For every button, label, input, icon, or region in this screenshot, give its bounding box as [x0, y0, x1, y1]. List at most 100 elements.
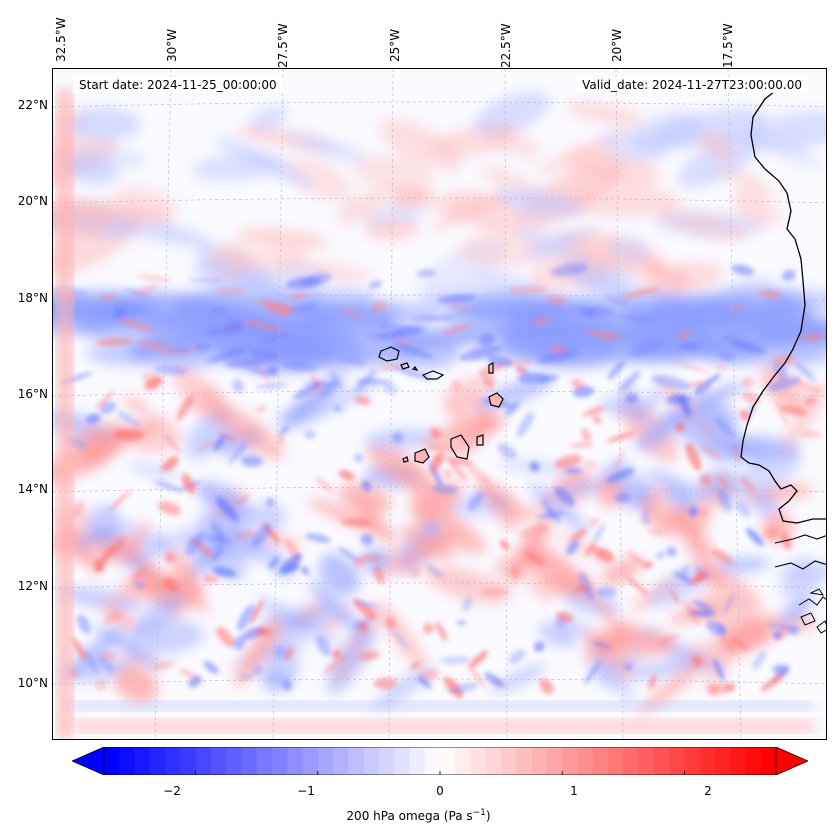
- omega-field-blob: [123, 288, 153, 300]
- gridline-lon-3: [388, 69, 394, 739]
- omega-field-blob: [117, 410, 141, 428]
- omega-field-blob: [779, 557, 815, 579]
- omega-field-blob: [711, 548, 734, 565]
- gridline-lon-5: [615, 69, 624, 739]
- omega-field-blob: [161, 456, 179, 472]
- omega-field-blob: [268, 555, 280, 570]
- omega-field-blob: [256, 382, 288, 389]
- omega-field-blob: [648, 529, 665, 535]
- omega-field-blob: [773, 362, 787, 380]
- omega-field-blob: [233, 617, 283, 686]
- omega-field-blob: [356, 379, 392, 385]
- omega-field-blob: [249, 106, 288, 133]
- omega-field-blob: [265, 303, 293, 316]
- omega-field-blob: [392, 325, 425, 338]
- omega-field-blob: [641, 508, 651, 517]
- omega-field-blob: [211, 544, 224, 562]
- gridline-lat-10: [53, 678, 826, 685]
- omega-field-blob: [771, 354, 796, 366]
- colorbar-step: [653, 747, 670, 775]
- omega-field-blob: [584, 584, 631, 645]
- omega-field-blob: [517, 466, 591, 524]
- colorbar-step: [440, 747, 456, 775]
- omega-field-blob: [448, 459, 468, 482]
- omega-field-blob: [204, 535, 231, 544]
- omega-field-blob: [288, 302, 318, 315]
- omega-field-blob: [793, 378, 822, 395]
- island-maio: [476, 434, 484, 446]
- omega-field-blob: [780, 405, 807, 416]
- omega-field-blob: [545, 295, 567, 306]
- omega-field-blob: [152, 660, 176, 670]
- colorbar-step: [272, 747, 288, 775]
- cape-verde-islands: [378, 346, 504, 464]
- colorbar-step: [501, 747, 517, 775]
- omega-field-blob: [641, 502, 679, 538]
- omega-field-blob: [58, 587, 144, 612]
- omega-field-blob: [448, 682, 478, 694]
- omega-field-blob: [445, 302, 474, 312]
- colorbar-arrow-left: [72, 747, 105, 775]
- colorbar-step: [256, 747, 273, 775]
- omega-field-blob: [164, 434, 181, 455]
- omega-field-blob: [176, 394, 194, 421]
- omega-field-blob: [319, 553, 360, 596]
- omega-field-blob: [360, 533, 374, 546]
- omega-field-blob: [724, 684, 735, 692]
- omega-field-blob: [570, 264, 637, 291]
- gridline-lat-18: [53, 294, 826, 301]
- omega-field-blob: [592, 640, 612, 649]
- omega-field-blob: [781, 269, 796, 282]
- map-panel: Start date: 2024-11-25_00:00:00 Valid_da…: [52, 68, 827, 740]
- gridline-lon-4: [504, 69, 508, 739]
- omega-field-blob: [514, 223, 592, 267]
- omega-field-blob: [256, 597, 338, 645]
- omega-field-blob: [203, 574, 219, 584]
- omega-field-blob: [613, 448, 626, 471]
- omega-field-blob: [440, 656, 471, 665]
- omega-field-blob: [723, 593, 735, 614]
- omega-field-blob: [575, 306, 614, 316]
- colorbar-tick-neg1: −1: [297, 784, 315, 798]
- omega-field-blob: [168, 548, 205, 601]
- gridline-lon-2: [272, 69, 284, 739]
- omega-field-blob: [416, 269, 436, 278]
- omega-field-blob: [507, 285, 549, 294]
- omega-field-blob: [356, 554, 384, 562]
- omega-field-blob: [437, 294, 476, 304]
- boundary-stripe-left: [57, 89, 73, 739]
- omega-field-blob: [648, 674, 657, 689]
- omega-field-blob: [699, 564, 763, 611]
- omega-field-blob: [430, 427, 442, 438]
- island-brava: [402, 456, 409, 463]
- omega-field-blob: [731, 264, 755, 276]
- omega-field-blob: [733, 181, 773, 220]
- omega-field-blob: [696, 130, 738, 161]
- omega-field-blob: [566, 540, 579, 556]
- boundary-stripe-bottom: [73, 719, 813, 733]
- omega-field-blob: [679, 342, 700, 351]
- omega-field-blob: [691, 654, 702, 668]
- omega-field-blob: [228, 443, 248, 465]
- omega-field-blob: [93, 559, 105, 573]
- island-santo-antao: [378, 346, 400, 362]
- omega-field-blob: [136, 273, 173, 283]
- omega-field-blob: [364, 204, 426, 227]
- omega-field-blob: [129, 463, 180, 479]
- omega-field-blob: [254, 627, 273, 637]
- omega-field-blob: [306, 498, 396, 538]
- omega-field-blob: [214, 404, 285, 460]
- gridline-lat-16: [53, 390, 826, 397]
- omega-field-blob: [235, 227, 328, 250]
- omega-field-blob: [625, 575, 649, 596]
- omega-field-blob: [135, 339, 177, 354]
- omega-field-blob: [510, 567, 521, 579]
- omega-field-blob: [203, 660, 219, 675]
- omega-field-blob: [392, 432, 404, 444]
- omega-field-blob: [217, 432, 236, 442]
- omega-field-blob: [658, 633, 680, 645]
- omega-field-blob: [775, 593, 814, 632]
- omega-field-blob: [606, 468, 635, 483]
- omega-field-blob: [584, 461, 599, 467]
- omega-field-blob: [614, 492, 631, 503]
